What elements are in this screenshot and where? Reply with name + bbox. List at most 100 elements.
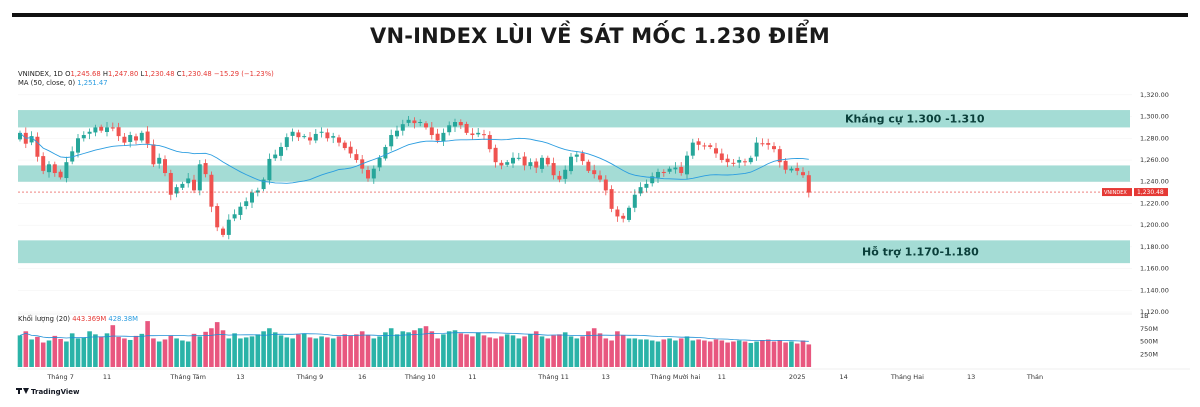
candle (186, 173, 191, 188)
candle (139, 130, 144, 143)
candle (621, 213, 626, 223)
volume-bar (180, 340, 185, 367)
volume-bar (678, 338, 684, 367)
volume-bar (29, 339, 34, 367)
volume-bar (580, 336, 585, 367)
candle (795, 162, 800, 176)
candle (661, 169, 666, 177)
volume-bar (104, 333, 110, 367)
candle (493, 144, 498, 168)
volume-bar (574, 338, 580, 367)
candle (696, 138, 701, 151)
volume-bar (504, 334, 510, 367)
candle (255, 187, 260, 197)
volume-bar (162, 339, 168, 367)
ma-line (19, 132, 809, 184)
candle (232, 209, 237, 222)
candle (412, 117, 417, 129)
page-title: VN-INDEX LÙI VỀ SÁT MỐC 1.230 ĐIỂM (370, 24, 830, 48)
candle (47, 161, 51, 178)
x-tick-label: 11 (718, 373, 726, 381)
candle (81, 131, 86, 142)
candle (592, 164, 597, 179)
candle (789, 166, 794, 173)
volume-bar (551, 335, 556, 367)
candle (551, 157, 556, 180)
volume-bar (359, 331, 365, 367)
volume-bar (446, 331, 452, 367)
volume-bar (98, 336, 104, 367)
candle (64, 156, 69, 183)
candle (627, 205, 631, 223)
y-tick-label: 1,240.00 (1140, 178, 1169, 186)
volume-bar (284, 337, 290, 367)
volume-bar (394, 334, 400, 367)
candle (441, 128, 446, 146)
candle (482, 129, 486, 140)
volume-bar (313, 338, 319, 367)
last-symbol-tag (1102, 188, 1132, 197)
candle (122, 132, 127, 146)
volume-bar (475, 332, 481, 367)
y-tick-label: 1,280.00 (1140, 134, 1169, 142)
price-zones: Kháng cự 1.300 -1.310 Hỗ trợ 1.170-1.180 (18, 110, 1130, 264)
candle (522, 152, 527, 171)
candle (499, 160, 504, 170)
candle (598, 170, 602, 183)
last-symbol-text: VNINDEX (1104, 190, 1127, 196)
candle (110, 122, 115, 132)
candle (586, 159, 591, 174)
volume-bar (586, 331, 591, 367)
volume-bar (470, 336, 475, 367)
ma-info: MA (50, close, 0) 1,251.47 (18, 79, 108, 87)
volume-bar (533, 331, 539, 367)
volume-bar (609, 340, 614, 367)
volume-bar (214, 322, 220, 367)
volume-tick-label: 750M (1140, 325, 1158, 333)
candle (93, 124, 98, 137)
candle (348, 141, 353, 158)
volume-bar (296, 334, 301, 367)
candle (574, 151, 579, 163)
candle (174, 184, 179, 198)
x-tick-label: 11 (103, 373, 111, 381)
candle (766, 138, 771, 150)
volume-bar (342, 334, 348, 367)
volume-bar (742, 341, 748, 367)
volume-bar (713, 339, 719, 367)
volume-bar (133, 335, 139, 367)
candle (389, 129, 394, 151)
candle (267, 153, 272, 185)
price-axis: 1,320.00 1,300.00 1,280.00 1,260.00 1,240.00… (1140, 91, 1169, 316)
volume-bar (516, 338, 522, 367)
candle (569, 152, 573, 175)
candle (371, 165, 376, 184)
tradingview-label: TradingView (31, 388, 80, 396)
y-tick-label: 1,320.00 (1140, 91, 1169, 99)
x-tick-label: 2025 (789, 373, 806, 381)
tradingview-logo: TradingView (16, 388, 80, 396)
volume-bar (760, 340, 765, 367)
candle (772, 142, 776, 153)
candle (134, 133, 138, 145)
candle (615, 206, 620, 222)
volume-bar (731, 341, 736, 367)
volume-bar (464, 334, 469, 367)
candle (644, 179, 649, 193)
x-tick-label: Tháng 10 (404, 373, 436, 381)
volume-bar (371, 338, 377, 367)
candle (41, 152, 46, 175)
volume-bar (545, 338, 551, 367)
candle (487, 131, 492, 153)
volume-bar (46, 340, 52, 367)
candle (337, 134, 341, 147)
price-candles (18, 116, 811, 240)
volume-bar (40, 342, 46, 367)
volume-bar (203, 331, 208, 367)
candle (783, 158, 788, 174)
x-tick-label: 16 (358, 373, 366, 381)
volume-bar (110, 325, 116, 367)
x-tick-label: Tháng Mười hai (649, 373, 700, 381)
candle (632, 189, 637, 213)
volume-bar (632, 338, 638, 367)
